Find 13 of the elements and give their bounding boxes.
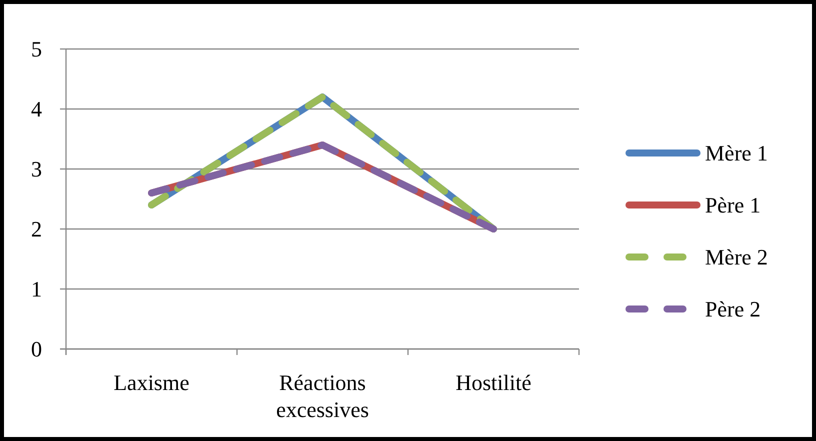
y-tick-label: 1 [31,276,42,302]
y-tick-label: 4 [31,96,42,122]
x-tick-label: Laxisme [114,370,190,395]
x-tick-label: Réactions excessives [276,370,369,422]
y-tick-label: 2 [31,216,42,242]
legend-label: Mère 2 [705,244,768,270]
x-tick-label: Hostilité [456,370,532,395]
y-tick-label: 5 [31,36,42,62]
y-tick-label: 3 [31,156,42,182]
y-tick-label: 0 [31,336,42,362]
legend-label: Père 1 [705,192,761,218]
legend-label: Mère 1 [705,140,768,166]
legend-label: Père 2 [705,296,761,322]
